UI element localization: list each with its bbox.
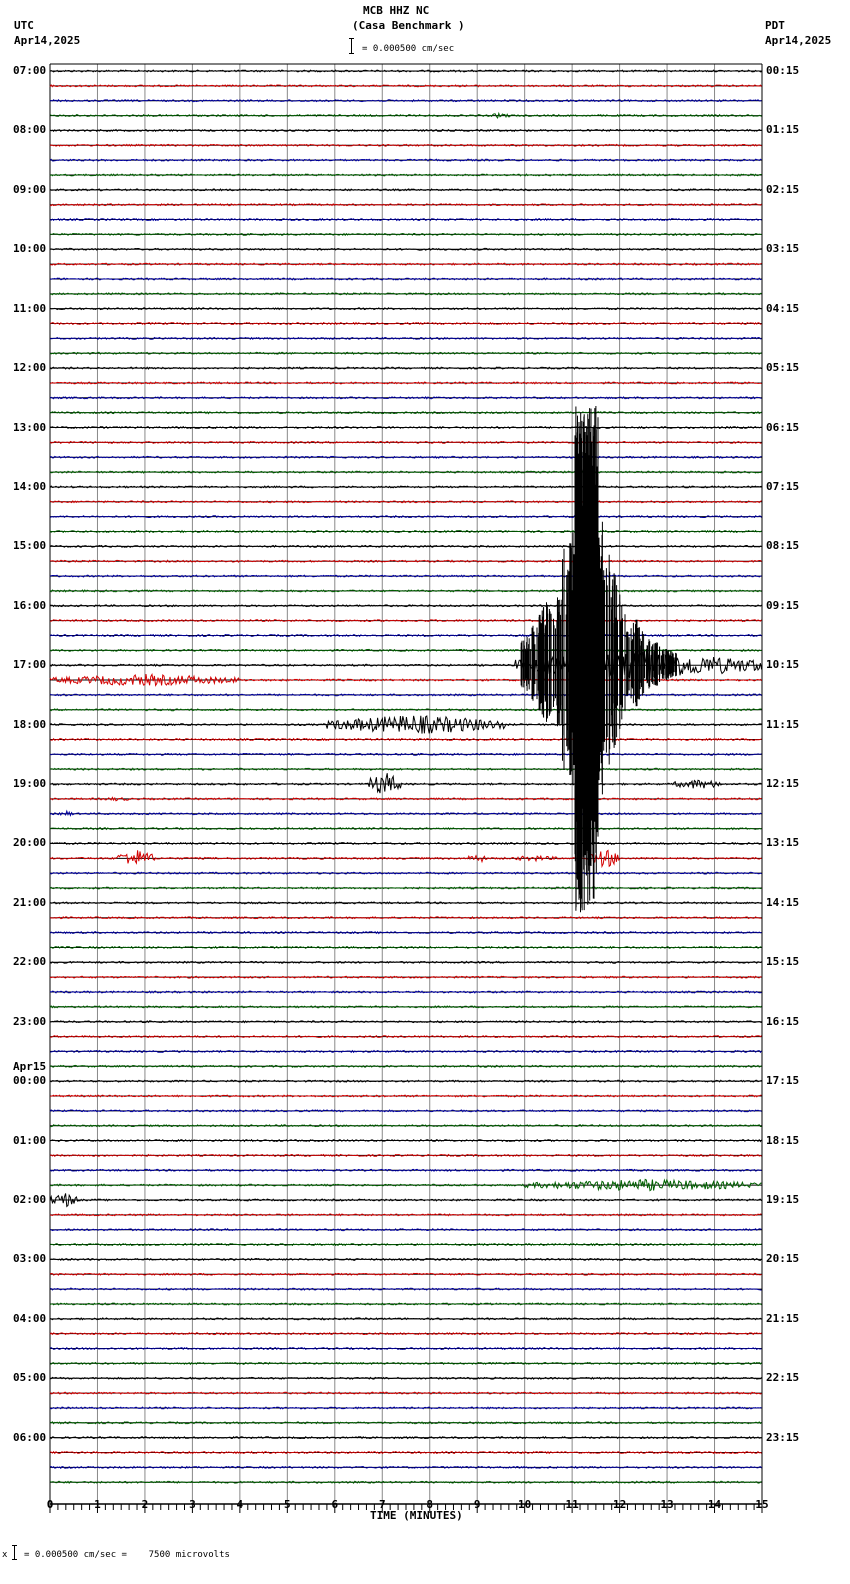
pdt-hour-label: 01:15 <box>766 123 800 137</box>
x-tick-label: 8 <box>426 1498 434 1511</box>
utc-hour-label: 19:00 <box>13 777 47 791</box>
pdt-hour-label: 23:15 <box>766 1430 800 1444</box>
utc-hour-label: 02:00 <box>13 1192 47 1206</box>
utc-hour-label: 15:00 <box>13 539 47 553</box>
pdt-hour-label: 02:15 <box>766 182 800 196</box>
pdt-hour-label: 14:15 <box>766 895 800 909</box>
pdt-hour-label: 17:15 <box>766 1074 800 1088</box>
utc-hour-label: 01:00 <box>13 1133 47 1147</box>
footer-scale-bar-icon <box>14 1545 15 1560</box>
utc-hour-label: 10:00 <box>13 242 47 256</box>
utc-hour-label: 06:00 <box>13 1430 47 1444</box>
utc-hour-label: 05:00 <box>13 1371 47 1385</box>
x-tick-label: 6 <box>331 1498 339 1511</box>
utc-hour-label: 22:00 <box>13 955 47 969</box>
pdt-hour-label: 12:15 <box>766 777 800 791</box>
site-name: (Casa Benchmark ) <box>352 19 465 32</box>
left-timezone: UTC <box>14 19 34 32</box>
footer-marker: x <box>2 1550 8 1560</box>
utc-hour-label: 13:00 <box>13 420 47 434</box>
utc-hour-label: 11:00 <box>13 301 47 315</box>
right-timezone: PDT <box>765 19 785 32</box>
x-tick-label: 3 <box>189 1498 196 1511</box>
pdt-hour-label: 10:15 <box>766 658 800 672</box>
utc-hour-label: 14:00 <box>13 479 47 493</box>
utc-hour-label: 21:00 <box>13 895 47 909</box>
x-tick-label: 9 <box>473 1498 481 1511</box>
footer-scale-label: = 0.000500 cm/sec = 7500 microvolts <box>24 1550 230 1560</box>
pdt-hour-label: 00:15 <box>766 64 800 77</box>
pdt-hour-label: 19:15 <box>766 1192 800 1206</box>
pdt-hour-label: 20:15 <box>766 1252 800 1266</box>
x-tick-label: 5 <box>284 1498 291 1511</box>
x-tick-label: 15 <box>755 1498 769 1511</box>
utc-hour-label: 17:00 <box>13 658 47 672</box>
pdt-hour-label: 22:15 <box>766 1371 800 1385</box>
utc-hour-label: 04:00 <box>13 1311 47 1325</box>
x-tick-label: 7 <box>378 1498 386 1511</box>
x-tick-label: 1 <box>94 1498 101 1511</box>
utc-hour-label: 09:00 <box>13 182 47 196</box>
utc-hour-label: 00:00 <box>13 1074 47 1088</box>
scale-bar-icon <box>351 38 352 54</box>
pdt-hour-label: 16:15 <box>766 1014 800 1028</box>
x-axis-label: TIME (MINUTES) <box>370 1509 463 1522</box>
utc-hour-label: 23:00 <box>13 1014 47 1028</box>
date-change-label: Apr15 <box>13 1060 47 1074</box>
pdt-hour-label: 15:15 <box>766 955 800 969</box>
x-tick-label: 14 <box>707 1498 722 1511</box>
station-title: MCB HHZ NC <box>363 4 430 17</box>
pdt-hour-label: 18:15 <box>766 1133 800 1147</box>
left-date: Apr14,2025 <box>14 34 81 47</box>
utc-hour-label: 12:00 <box>13 361 47 375</box>
pdt-hour-label: 06:15 <box>766 420 800 434</box>
x-tick-label: 13 <box>660 1498 674 1511</box>
x-tick-label: 12 <box>612 1498 627 1511</box>
utc-hour-label: 08:00 <box>13 123 47 137</box>
pdt-hour-label: 05:15 <box>766 361 800 375</box>
x-tick-label: 4 <box>236 1498 244 1511</box>
pdt-hour-label: 08:15 <box>766 539 800 553</box>
scale-bar-cap-top <box>349 38 354 39</box>
pdt-hour-label: 09:15 <box>766 598 800 612</box>
pdt-hour-label: 04:15 <box>766 301 800 315</box>
scale-label: = 0.000500 cm/sec <box>362 44 455 54</box>
footer-scale-cap-bottom <box>12 1559 17 1560</box>
footer-scale-cap-top <box>12 1545 17 1546</box>
x-tick-label: 2 <box>141 1498 149 1511</box>
pdt-hour-label: 13:15 <box>766 836 800 850</box>
x-tick-label: 0 <box>46 1498 54 1511</box>
x-tick-label: 10 <box>518 1498 532 1511</box>
pdt-hour-label: 11:15 <box>766 717 800 731</box>
pdt-hour-label: 07:15 <box>766 479 800 493</box>
utc-hour-label: 20:00 <box>13 836 47 850</box>
scale-bar-cap-bottom <box>349 53 354 54</box>
utc-hour-label: 16:00 <box>13 598 47 612</box>
right-date: Apr14,2025 <box>765 34 832 47</box>
pdt-hour-label: 21:15 <box>766 1311 800 1325</box>
pdt-hour-label: 03:15 <box>766 242 800 256</box>
x-tick-label: 11 <box>565 1498 579 1511</box>
utc-hour-label: 03:00 <box>13 1252 47 1266</box>
utc-hour-label: 07:00 <box>13 64 47 77</box>
utc-hour-label: 18:00 <box>13 717 47 731</box>
